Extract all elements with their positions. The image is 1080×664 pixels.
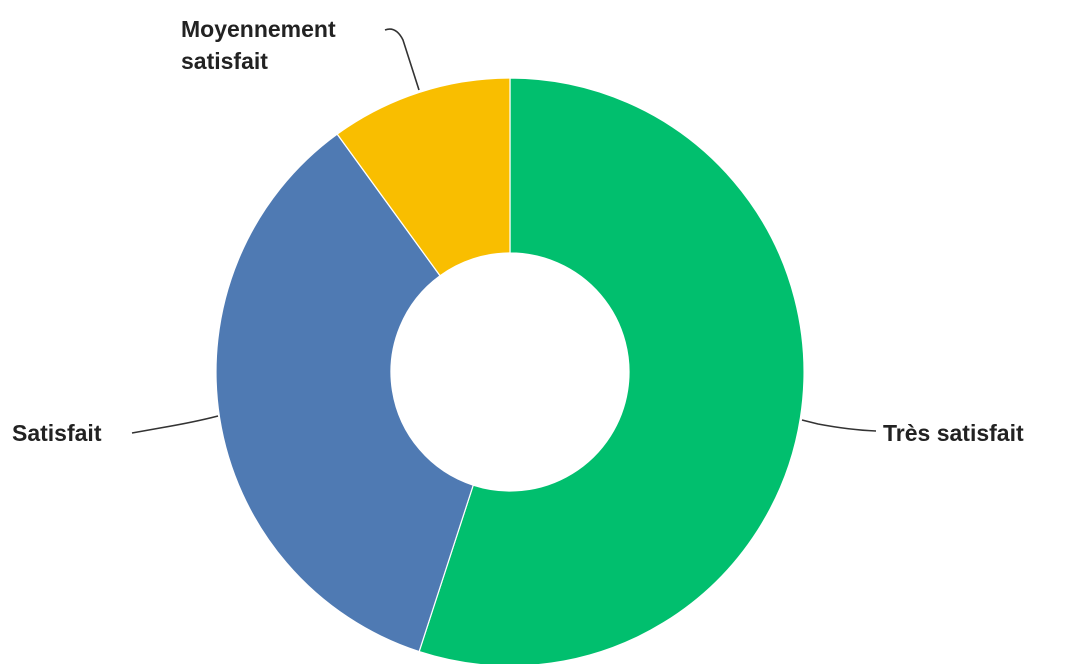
label-line: Moyennement [181,16,336,42]
slice-moyennement-satisfait [336,77,511,277]
leader-line-moyennement-satisfait [384,28,420,91]
donut-slices [215,77,805,664]
slice-labels: Très satisfait Satisfait Moyennement satisf… [12,16,1024,446]
label-line: Très satisfait [883,420,1024,446]
leader-line-tres-satisfait [801,419,877,432]
label-line: Satisfait [12,420,102,446]
slice-satisfait [215,133,474,653]
slice-tres-satisfait [418,77,805,664]
label-satisfait: Satisfait [12,420,102,446]
label-line: satisfait [181,48,268,74]
label-tres-satisfait: Très satisfait [883,420,1024,446]
label-moyennement-satisfait: Moyennement satisfait [181,16,336,74]
leader-lines [131,28,877,434]
leader-line-satisfait [131,415,219,434]
